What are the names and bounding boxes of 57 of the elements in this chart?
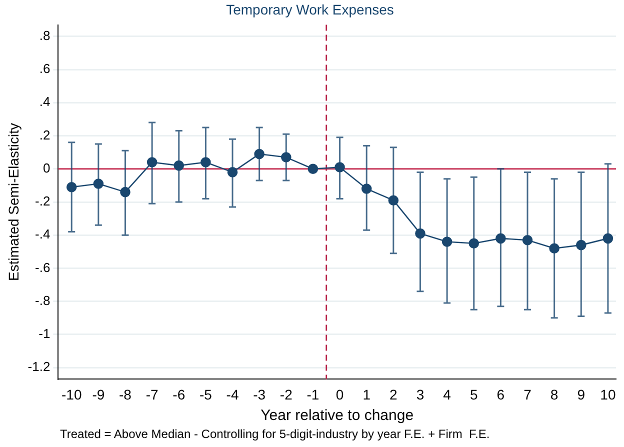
point	[388, 195, 399, 206]
x-tick-label: -10	[61, 386, 82, 402]
y-tick-label: -.4	[35, 226, 50, 242]
chart-title: Temporary Work Expenses	[226, 1, 394, 18]
x-tick-label: 1	[362, 386, 371, 402]
point	[227, 167, 238, 178]
y-tick-label: .8	[39, 28, 50, 43]
y-tick-label: -1.2	[28, 359, 50, 374]
point	[280, 152, 292, 162]
point	[308, 164, 318, 174]
point	[602, 233, 614, 244]
x-tick-label: 10	[600, 386, 616, 402]
point	[496, 233, 506, 244]
x-tick-label: -8	[119, 386, 132, 402]
point	[146, 157, 158, 168]
point	[120, 186, 130, 198]
y-tick-label: -.8	[35, 292, 50, 308]
point	[174, 160, 184, 171]
x-tick-label: 5	[470, 386, 478, 402]
x-tick-label: -3	[253, 386, 266, 402]
point	[361, 184, 372, 194]
point	[254, 148, 264, 160]
x-tick-label: 2	[390, 386, 398, 402]
x-tick-label: 8	[550, 386, 558, 402]
point	[93, 178, 104, 189]
point	[549, 243, 560, 254]
point	[576, 240, 586, 250]
x-tick-label: -2	[280, 386, 293, 402]
x-tick-label: -7	[146, 386, 158, 402]
x-tick-label: 9	[577, 386, 586, 402]
x-tick-label: 0	[336, 386, 344, 402]
y-tick-label: -1	[38, 326, 50, 342]
x-tick-label: 6	[496, 386, 505, 402]
y-tick-label: .4	[39, 94, 50, 110]
point	[200, 157, 211, 168]
point	[468, 238, 480, 249]
x-tick-label: 7	[524, 386, 532, 402]
x-tick-label: -5	[199, 386, 212, 402]
y-tick-label: -.6	[35, 260, 50, 275]
x-tick-label: -4	[226, 386, 239, 402]
x-axis-title: Year relative to change	[260, 407, 414, 424]
point	[415, 228, 426, 239]
x-tick-label: 4	[443, 386, 452, 402]
text: Treated = Above Median - Controlling for 5-digit-industry by year F.E. + Firm F.E.	[59, 427, 491, 441]
point	[522, 234, 533, 246]
x-tick-label: -1	[306, 386, 320, 402]
y-axis-title: Estimated Semi-Elasticity	[5, 123, 22, 281]
y-tick-label: 0	[42, 160, 50, 176]
y-tick-label: .2	[39, 127, 50, 142]
x-tick-label: -9	[92, 386, 105, 402]
point	[66, 182, 77, 192]
point	[334, 162, 345, 172]
x-tick-label: 3	[416, 386, 424, 402]
point	[442, 236, 452, 247]
x-tick-label: -6	[172, 386, 186, 402]
y-tick-label: .6	[39, 61, 50, 76]
y-tick-label: -.2	[35, 194, 50, 209]
